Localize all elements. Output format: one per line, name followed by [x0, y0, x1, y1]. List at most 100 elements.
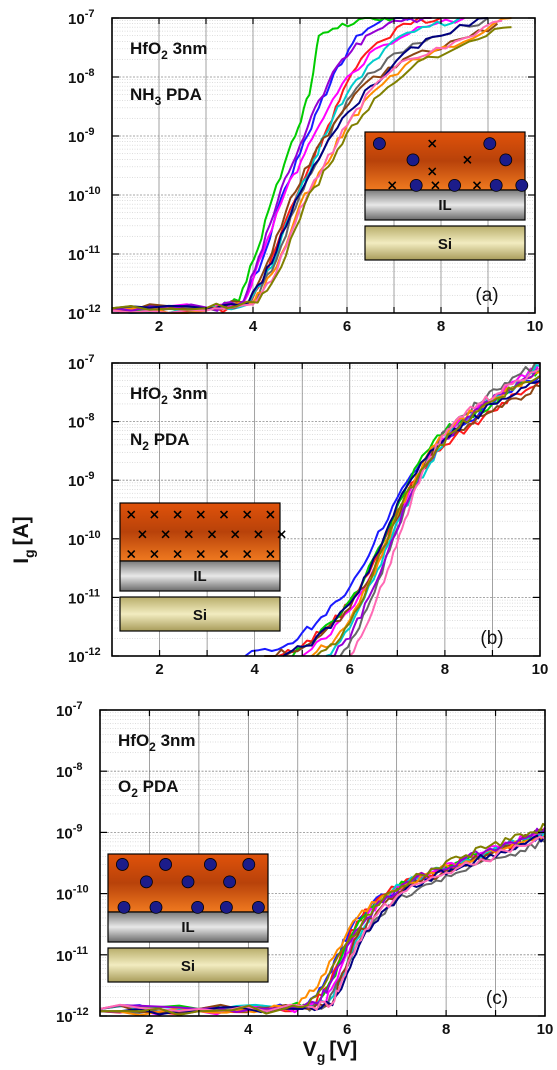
silicon-substrate: [364, 225, 526, 261]
title-rest: 3nm: [156, 731, 196, 750]
x-tick-label: 2: [155, 661, 163, 678]
y-tick-base: 10: [68, 306, 85, 323]
defect-cross: [277, 530, 286, 539]
series-group: [111, 17, 512, 314]
treat-sub: 2: [142, 439, 149, 453]
series-group: [244, 362, 541, 657]
y-tick-base: 10: [68, 590, 85, 607]
y-tick-exponent: -12: [85, 303, 101, 315]
y-tick-exponent: -10: [85, 185, 101, 197]
interlayer: [119, 560, 281, 592]
x-tick-label: 6: [346, 661, 354, 678]
ticks: [111, 362, 541, 657]
y-tick-label: 10-10: [68, 529, 101, 549]
defect-cross: [138, 530, 147, 539]
y-tick-base: 10: [56, 1009, 73, 1026]
defect-dot: [372, 137, 386, 151]
defect-cross: [428, 139, 437, 148]
defect-cross: [161, 530, 170, 539]
x-axis-title: Vg [V]: [303, 1038, 358, 1065]
defect-dot: [149, 900, 163, 914]
y-tick-base: 10: [68, 356, 85, 373]
y-tick-base: 10: [68, 649, 85, 666]
defect-cross: [243, 549, 252, 559]
series-line-7: [111, 22, 499, 312]
x-tick-label: 4: [250, 661, 259, 678]
defect-cross: [173, 510, 182, 519]
panel-title: HfO2 3nm: [118, 731, 196, 754]
defect-dot: [181, 875, 195, 889]
y-tick-exponent: -9: [73, 822, 83, 834]
defect-dot: [242, 858, 256, 871]
treat-sub: 2: [131, 786, 138, 800]
panel-title: HfO2 3nm: [130, 384, 208, 407]
title-sub: 2: [149, 740, 156, 754]
y-tick-base: 10: [56, 703, 73, 720]
y-tick-exponent: -11: [73, 945, 88, 957]
y-axis-title: Ig [A]: [10, 516, 37, 564]
x-tick-label: 8: [441, 661, 449, 678]
treat-rest: PDA: [138, 777, 179, 796]
x-tick-label: 10: [527, 318, 544, 335]
defect-cross: [127, 549, 136, 559]
defect-cross: [388, 181, 397, 190]
y-tick-label: 10-11: [68, 587, 100, 607]
series-line-10: [111, 17, 489, 310]
y-tick-base: 10: [68, 11, 85, 28]
treat-main: O: [118, 777, 131, 796]
y-tick-label: 10-11: [68, 244, 100, 264]
defect-cross: [207, 530, 217, 539]
defect-cross: [266, 549, 275, 559]
series-line-12: [99, 822, 546, 1016]
defect-dot: [515, 178, 529, 192]
axes-frame: [111, 17, 536, 314]
inset-si-label: Si: [181, 958, 195, 975]
series-line-8: [99, 834, 546, 1017]
defect-dot: [409, 178, 423, 192]
y-tick-exponent: -10: [85, 529, 101, 541]
defect-dot: [448, 178, 462, 192]
y-tick-base: 10: [68, 473, 85, 490]
y-tick-exponent: -7: [85, 8, 95, 20]
y-axis-sub: g: [21, 549, 37, 558]
y-tick-base: 10: [56, 948, 73, 965]
panel-label: (b): [480, 628, 503, 649]
treatment-label: NH3 PDA: [130, 85, 202, 108]
defect-cross: [254, 530, 263, 539]
defect-dot: [117, 900, 131, 914]
title-sub: 2: [161, 393, 168, 407]
treat-rest: PDA: [149, 430, 190, 449]
defect-dot: [219, 900, 233, 914]
title-rest: 3nm: [168, 384, 208, 403]
defect-cross: [219, 549, 229, 559]
inset-il-label: IL: [438, 197, 451, 214]
treat-main: NH: [130, 85, 155, 104]
defect-cross: [127, 510, 136, 519]
interlayer: [364, 189, 526, 221]
y-tick-base: 10: [68, 70, 85, 87]
x-tick-label: 6: [343, 318, 351, 335]
y-tick-label: 10-7: [68, 8, 94, 28]
series-line-10: [282, 379, 541, 657]
ticks: [111, 17, 536, 314]
x-axis-unit: [V]: [329, 1038, 357, 1061]
y-tick-exponent: -9: [85, 126, 95, 138]
title-rest: 3nm: [168, 39, 208, 58]
series-line-12: [315, 375, 541, 657]
y-tick-exponent: -10: [73, 884, 89, 896]
y-tick-base: 10: [68, 247, 85, 264]
y-tick-exponent: -11: [85, 244, 100, 256]
defect-cross: [196, 549, 205, 559]
inset-si-label: Si: [193, 607, 207, 624]
defect-dot: [483, 137, 497, 151]
y-tick-exponent: -7: [73, 700, 83, 712]
x-tick-label: 2: [145, 1021, 153, 1038]
title-main: HfO: [118, 731, 149, 750]
y-tick-exponent: -11: [85, 587, 100, 599]
defect-dot: [203, 858, 217, 871]
defect-cross: [173, 549, 182, 559]
defect-dot: [499, 153, 513, 167]
series-line-11: [349, 367, 541, 657]
